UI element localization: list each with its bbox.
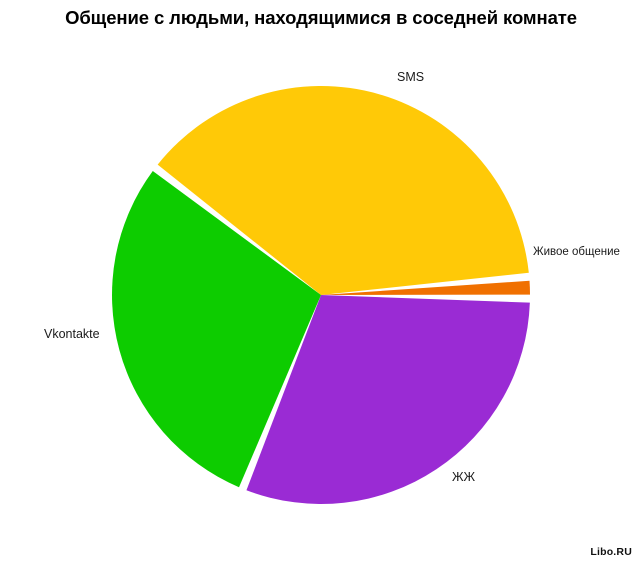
pie-slice — [112, 170, 321, 488]
pie-slice — [157, 85, 529, 295]
pie-label-zhivoe-obshchenie: Живое общение — [533, 246, 620, 258]
pie-slices-group — [112, 85, 530, 505]
pie-label-zhzh: ЖЖ — [452, 470, 476, 484]
pie-label-vkontakte: Vkontakte — [44, 327, 100, 341]
watermark: Libo.RU — [590, 546, 632, 558]
pie-slice — [246, 295, 530, 505]
pie-label-sms: SMS — [397, 70, 425, 84]
pie-slice — [321, 280, 530, 295]
chart-title: Общение с людьми, находящимися в соседне… — [65, 7, 577, 28]
